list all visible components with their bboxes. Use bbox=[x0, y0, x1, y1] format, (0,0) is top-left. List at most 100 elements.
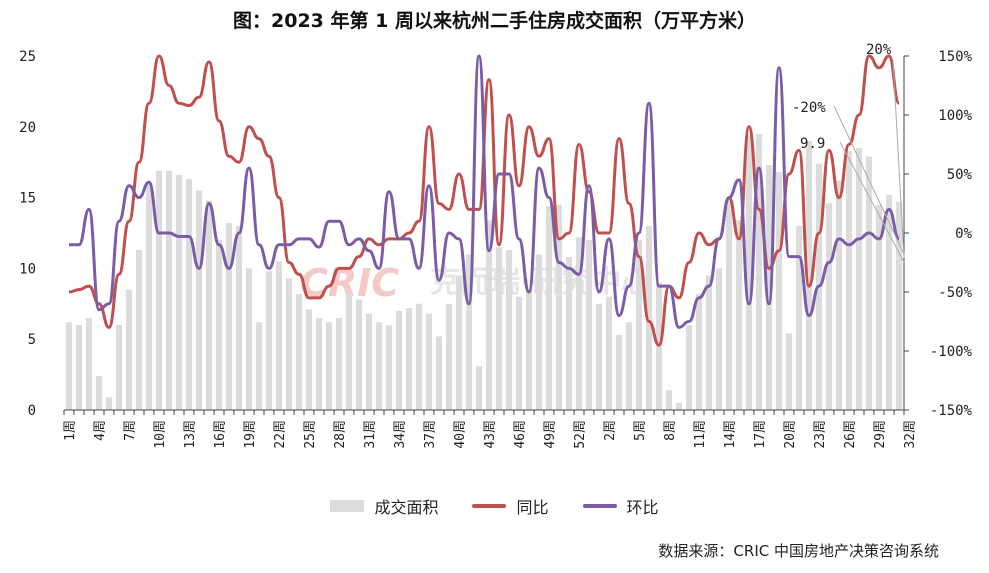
bar-area bbox=[565, 257, 573, 410]
bar-area bbox=[785, 333, 793, 410]
bar-area bbox=[405, 308, 413, 410]
x-tick-label: 49周 bbox=[543, 420, 558, 449]
bar-area bbox=[605, 296, 613, 410]
annotation-leader bbox=[839, 141, 905, 263]
x-tick-label: 11周 bbox=[693, 420, 708, 449]
left-tick-label: 0 bbox=[28, 403, 36, 419]
bar-area bbox=[525, 291, 533, 410]
legend-label-yoy: 同比 bbox=[516, 498, 549, 517]
bar-area bbox=[225, 223, 233, 410]
line-mom bbox=[69, 54, 901, 329]
x-tick-label: 32周 bbox=[903, 420, 918, 449]
x-tick-label: 2周 bbox=[603, 420, 618, 441]
annotation-label: -20% bbox=[792, 100, 826, 116]
bar-area bbox=[95, 376, 103, 410]
bar-area bbox=[125, 289, 133, 410]
legend-swatch-yoy bbox=[472, 504, 507, 508]
bar-area bbox=[545, 206, 553, 410]
x-tick-label: 17周 bbox=[753, 420, 768, 449]
bar-area bbox=[245, 268, 253, 410]
x-tick-label: 34周 bbox=[393, 420, 408, 449]
bar-area bbox=[335, 317, 343, 410]
bar-area bbox=[725, 200, 733, 410]
bar-area bbox=[305, 309, 313, 410]
bar-area bbox=[285, 278, 293, 410]
bar-area bbox=[835, 180, 843, 410]
bar-area bbox=[765, 165, 773, 410]
x-tick-label: 16周 bbox=[213, 420, 228, 449]
bar-area bbox=[865, 156, 873, 410]
legend-swatch-mom bbox=[582, 504, 617, 508]
left-tick-label: 15 bbox=[19, 191, 36, 207]
bar-area bbox=[205, 200, 213, 410]
left-tick-label: 20 bbox=[19, 120, 36, 136]
x-tick-label: 22周 bbox=[273, 420, 288, 449]
legend: 成交面积 同比 环比 bbox=[0, 494, 989, 518]
bar-area bbox=[395, 310, 403, 410]
bar-area bbox=[825, 203, 833, 410]
x-tick-label: 1周 bbox=[63, 420, 78, 441]
bar-area bbox=[495, 247, 503, 410]
annotation-leader bbox=[833, 105, 905, 255]
x-tick-label: 23周 bbox=[813, 420, 828, 449]
annotation-leader bbox=[892, 59, 905, 259]
bar-area bbox=[885, 194, 893, 410]
left-tick-label: 10 bbox=[19, 261, 36, 277]
bar-area bbox=[475, 366, 483, 410]
legend-label-area: 成交面积 bbox=[374, 498, 439, 517]
legend-item-mom: 环比 bbox=[582, 494, 659, 518]
bar-area bbox=[515, 296, 523, 410]
bar-area bbox=[775, 172, 783, 410]
bar-area bbox=[85, 317, 93, 410]
right-tick-label: 100% bbox=[938, 108, 972, 124]
bar-area bbox=[375, 322, 383, 410]
bar-area bbox=[705, 275, 713, 410]
x-tick-label: 5周 bbox=[633, 420, 648, 441]
x-tick-label: 25周 bbox=[303, 420, 318, 449]
x-tick-label: 28周 bbox=[333, 420, 348, 449]
bar-area bbox=[295, 293, 303, 410]
right-tick-label: -50% bbox=[938, 285, 972, 301]
bar-area bbox=[345, 293, 353, 410]
bar-area bbox=[615, 334, 623, 410]
bar-area bbox=[415, 303, 423, 410]
bar-area bbox=[165, 170, 173, 410]
bar-area bbox=[695, 293, 703, 410]
x-tick-label: 14周 bbox=[723, 420, 738, 449]
legend-swatch-area bbox=[330, 500, 365, 512]
x-tick-label: 4周 bbox=[93, 420, 108, 441]
bar-area bbox=[535, 254, 543, 410]
bar-area bbox=[325, 322, 333, 410]
bar-area bbox=[845, 150, 853, 410]
bar-area bbox=[645, 225, 653, 410]
bar-area bbox=[735, 220, 743, 410]
bar-area bbox=[895, 201, 903, 410]
bar-area bbox=[315, 317, 323, 410]
bar-area bbox=[465, 254, 473, 410]
left-tick-label: 5 bbox=[28, 332, 36, 348]
bar-area bbox=[505, 249, 513, 410]
x-tick-label: 40周 bbox=[453, 420, 468, 449]
x-tick-label: 46周 bbox=[513, 420, 528, 449]
bar-area bbox=[155, 170, 163, 410]
bar-area bbox=[635, 240, 643, 410]
x-tick-label: 19周 bbox=[243, 420, 258, 449]
bar-area bbox=[555, 204, 563, 410]
bar-area bbox=[855, 148, 863, 411]
x-tick-label: 20周 bbox=[783, 420, 798, 449]
bar-area bbox=[595, 303, 603, 410]
bar-area bbox=[65, 322, 73, 410]
bar-area bbox=[145, 183, 153, 410]
bar-area bbox=[585, 240, 593, 410]
bar-area bbox=[355, 299, 363, 410]
x-tick-label: 29周 bbox=[873, 420, 888, 449]
bar-area bbox=[685, 325, 693, 410]
bar-area bbox=[745, 135, 753, 410]
left-tick-label: 25 bbox=[19, 49, 36, 65]
right-tick-label: 150% bbox=[938, 49, 972, 65]
bar-area bbox=[365, 313, 373, 410]
bar-area bbox=[195, 190, 203, 410]
bar-area bbox=[385, 325, 393, 410]
legend-item-area: 成交面积 bbox=[330, 494, 438, 518]
